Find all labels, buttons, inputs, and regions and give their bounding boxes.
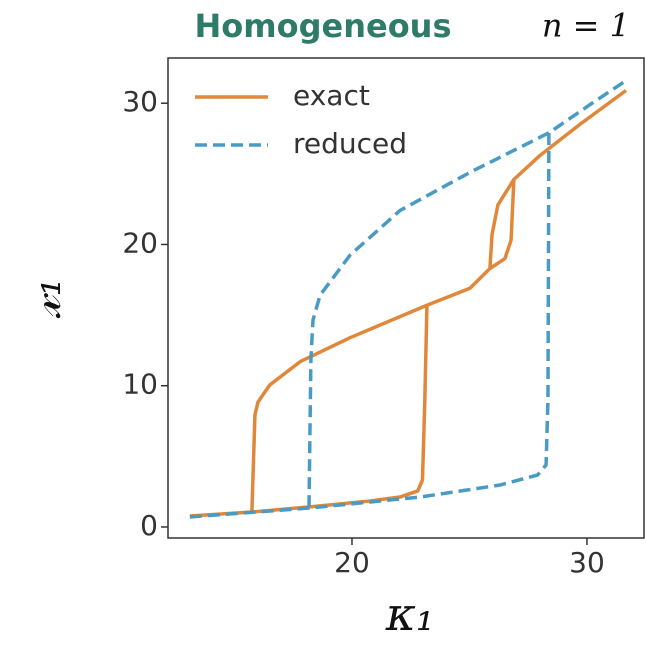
- x-tick-label: 20: [334, 546, 370, 579]
- series-line: [189, 89, 628, 518]
- legend-label: exact: [293, 79, 370, 112]
- y-tick-label: 20: [122, 226, 158, 259]
- y-tick-label: 0: [140, 509, 158, 542]
- chart-title: Homogeneous: [195, 7, 452, 45]
- x-axis-label: κ₁: [385, 587, 435, 641]
- y-axis-label: 𝓍₁: [17, 278, 71, 319]
- y-tick-label: 30: [122, 85, 158, 118]
- y-tick-label: 10: [122, 368, 158, 401]
- annotation: n = 1: [542, 7, 630, 45]
- series-line: [189, 79, 627, 519]
- legend-label: reduced: [293, 127, 407, 160]
- x-tick-label: 30: [569, 546, 605, 579]
- plot-frame: [167, 57, 645, 539]
